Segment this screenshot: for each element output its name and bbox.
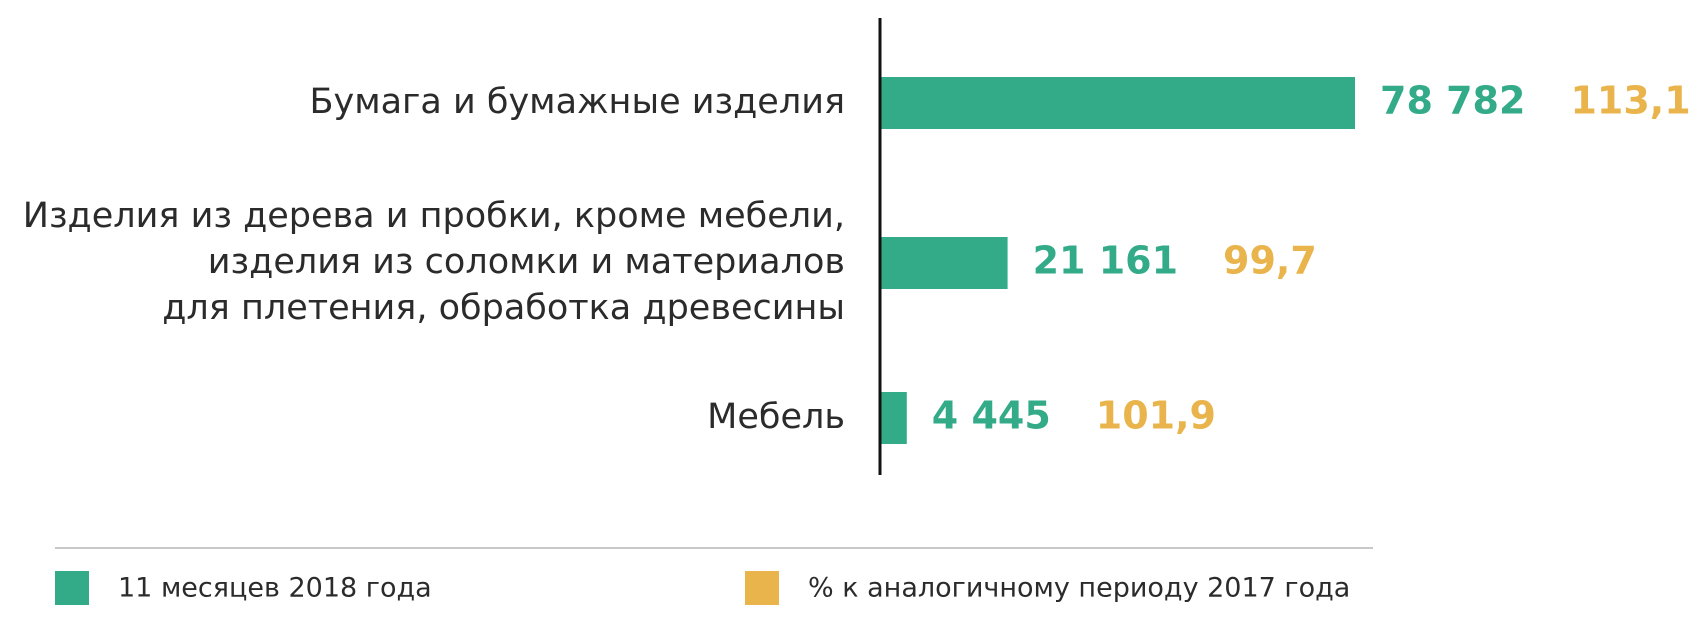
bar [880,237,1008,289]
legend-label: % к аналогичному периоду 2017 года [808,573,1350,604]
category-label: Изделия из дерева и пробки, кроме мебели… [23,196,845,236]
value-label: 113,1 [1570,79,1690,123]
value-label: 4 445 [932,394,1051,438]
bar [880,392,907,444]
legend-swatch [55,571,89,605]
value-label: 21 161 [1033,239,1178,283]
category-label: для плетения, обработка древесины [162,288,845,328]
value-label: 101,9 [1096,394,1216,438]
legend-label: 11 месяцев 2018 года [118,573,432,604]
category-label: Бумага и бумажные изделия [309,82,845,122]
value-label: 99,7 [1223,239,1317,283]
value-label: 78 782 [1380,79,1525,123]
category-label: Мебель [707,397,845,437]
category-label: изделия из соломки и материалов [208,242,845,282]
legend-swatch [745,571,779,605]
bar [880,77,1355,129]
